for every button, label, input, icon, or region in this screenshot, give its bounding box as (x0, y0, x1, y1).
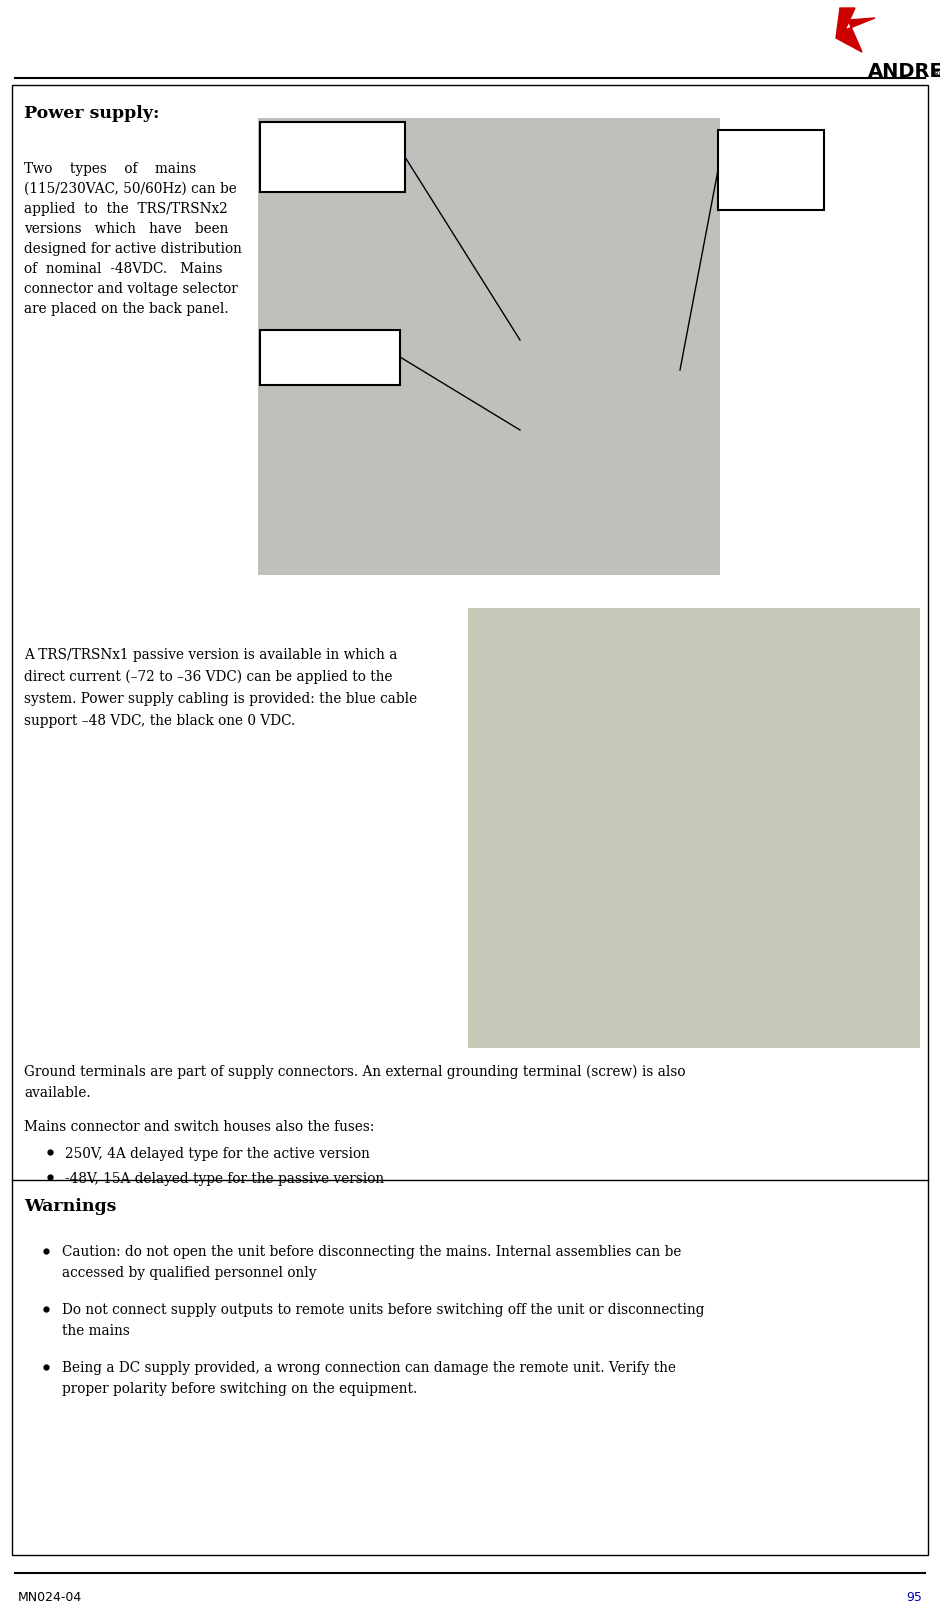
Text: Mains connector and switch houses also the fuses:: Mains connector and switch houses also t… (24, 1120, 374, 1134)
Text: Two    types    of    mains: Two types of mains (24, 162, 196, 176)
Text: Ground terminals are part of supply connectors. An external grounding terminal (: Ground terminals are part of supply conn… (24, 1065, 685, 1079)
Text: support –48 VDC, the black one 0 VDC.: support –48 VDC, the black one 0 VDC. (24, 714, 295, 728)
Text: (115/230VAC, 50/60Hz) can be: (115/230VAC, 50/60Hz) can be (24, 181, 237, 196)
Text: available.: available. (24, 1086, 90, 1100)
Text: designed for active distribution: designed for active distribution (24, 242, 242, 257)
Text: connector and voltage selector: connector and voltage selector (24, 282, 238, 297)
Text: 250V, 4A delayed type for the active version: 250V, 4A delayed type for the active ver… (65, 1147, 369, 1161)
Polygon shape (836, 8, 875, 51)
Bar (260, 330, 400, 385)
Text: Do not connect supply outputs to remote units before switching off the unit or d: Do not connect supply outputs to remote … (62, 1302, 704, 1317)
Text: A TRS/TRSNx1 passive version is available in which a: A TRS/TRSNx1 passive version is availabl… (24, 648, 398, 662)
Text: -48V, 15A delayed type for the passive version: -48V, 15A delayed type for the passive v… (65, 1173, 384, 1185)
Bar (718, 130, 824, 210)
Text: accessed by qualified personnel only: accessed by qualified personnel only (62, 1266, 317, 1280)
Text: versions   which   have   been: versions which have been (24, 221, 228, 236)
Text: Warnings: Warnings (24, 1198, 117, 1214)
Text: Power supply:: Power supply: (24, 104, 160, 122)
Text: proper polarity before switching on the equipment.: proper polarity before switching on the … (62, 1383, 417, 1395)
Text: Caution: do not open the unit before disconnecting the mains. Internal assemblie: Caution: do not open the unit before dis… (62, 1245, 682, 1259)
Text: are placed on the back panel.: are placed on the back panel. (24, 302, 228, 316)
Text: ®: ® (932, 71, 940, 79)
Text: the mains: the mains (62, 1323, 130, 1338)
Bar (258, 119, 720, 574)
Text: applied  to  the  TRS/TRSNx2: applied to the TRS/TRSNx2 (24, 202, 227, 217)
Bar (260, 122, 405, 192)
Bar (468, 608, 920, 1047)
Text: Being a DC supply provided, a wrong connection can damage the remote unit. Verif: Being a DC supply provided, a wrong conn… (62, 1362, 676, 1375)
Text: MN024-04: MN024-04 (18, 1591, 83, 1604)
Text: ANDREW: ANDREW (868, 63, 940, 80)
Text: of  nominal  -48VDC.   Mains: of nominal -48VDC. Mains (24, 261, 223, 276)
Text: direct current (–72 to –36 VDC) can be applied to the: direct current (–72 to –36 VDC) can be a… (24, 670, 393, 685)
Text: system. Power supply cabling is provided: the blue cable: system. Power supply cabling is provided… (24, 691, 417, 706)
Text: 95: 95 (906, 1591, 922, 1604)
